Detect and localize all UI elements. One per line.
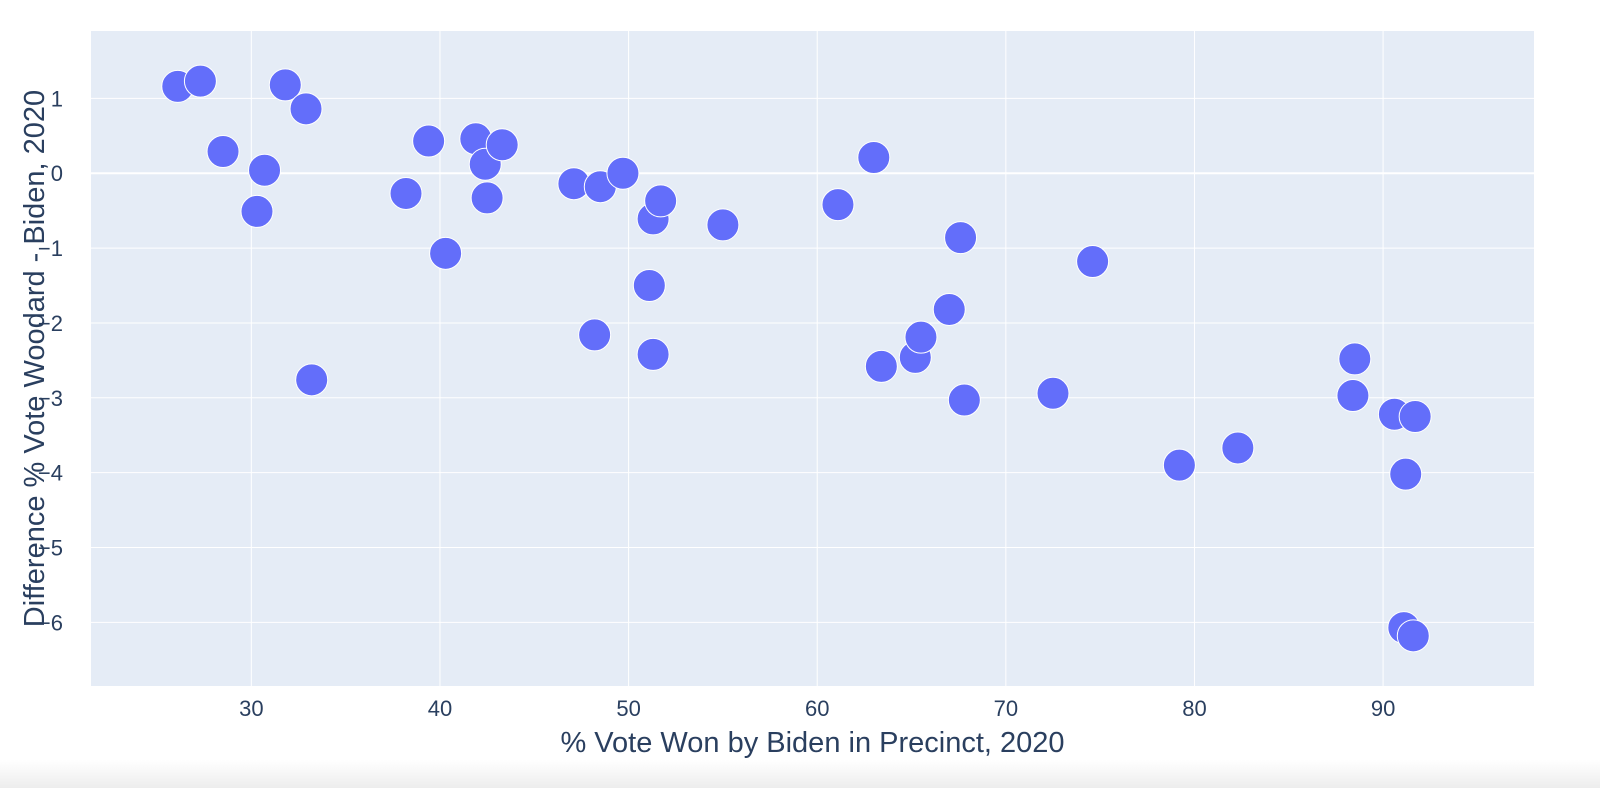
y-tick-label: −5 (38, 536, 63, 561)
data-point[interactable] (183, 64, 217, 98)
data-point[interactable] (206, 135, 240, 169)
data-point[interactable] (1221, 431, 1255, 465)
data-point[interactable] (904, 320, 938, 354)
data-point[interactable] (240, 194, 274, 228)
data-point[interactable] (1389, 457, 1423, 491)
data-point[interactable] (632, 269, 666, 303)
x-tick-labels: 30 40 50 60 70 80 90 (239, 696, 1395, 721)
x-tick-label: 40 (428, 696, 452, 721)
data-point[interactable] (947, 383, 981, 417)
data-point[interactable] (289, 92, 323, 126)
y-tick-label: 1 (51, 86, 63, 111)
chart-svg: 1 0 −1 −2 −3 −4 −5 −6 30 40 50 60 70 80 90 % Vote Won… (19, 31, 1534, 759)
data-points (161, 64, 1432, 653)
data-point[interactable] (1076, 245, 1110, 279)
data-point[interactable] (1036, 376, 1070, 410)
y-tick-label: −1 (38, 236, 63, 261)
data-point[interactable] (389, 176, 423, 210)
x-tick-label: 60 (805, 696, 829, 721)
x-axis-title: % Vote Won by Biden in Precinct, 2020 (560, 727, 1064, 759)
y-axis-title: Difference % Vote Woodard - Biden, 2020 (19, 90, 51, 627)
data-point[interactable] (295, 363, 329, 397)
y-tick-label: 0 (51, 161, 63, 186)
bottom-edge-shadow (0, 760, 1600, 788)
y-tick-label: −3 (38, 386, 63, 411)
x-tick-label: 30 (239, 696, 263, 721)
y-tick-label: −4 (38, 461, 63, 486)
y-tick-label: −2 (38, 311, 63, 336)
data-point[interactable] (1162, 448, 1196, 482)
data-point[interactable] (578, 318, 612, 352)
data-point[interactable] (1336, 379, 1370, 413)
data-point[interactable] (1338, 342, 1372, 376)
data-point[interactable] (944, 221, 978, 255)
data-point[interactable] (470, 181, 504, 215)
data-point[interactable] (1396, 619, 1430, 653)
data-point[interactable] (636, 337, 670, 371)
data-point[interactable] (857, 141, 891, 175)
y-tick-labels: 1 0 −1 −2 −3 −4 −5 −6 (38, 86, 63, 635)
data-point[interactable] (429, 236, 463, 270)
plot-area (91, 31, 1534, 686)
y-tick-label: −6 (38, 610, 63, 635)
data-point[interactable] (644, 184, 678, 218)
x-tick-label: 90 (1371, 696, 1395, 721)
x-tick-label: 80 (1182, 696, 1206, 721)
data-point[interactable] (412, 124, 446, 158)
data-point[interactable] (606, 156, 640, 190)
x-tick-label: 70 (994, 696, 1018, 721)
data-point[interactable] (706, 208, 740, 242)
data-point[interactable] (1398, 400, 1432, 434)
x-tick-label: 50 (616, 696, 640, 721)
data-point[interactable] (864, 349, 898, 383)
data-point[interactable] (268, 68, 302, 102)
grid-lines (91, 31, 1534, 686)
data-point[interactable] (248, 153, 282, 187)
data-point[interactable] (485, 128, 519, 162)
data-point[interactable] (932, 292, 966, 326)
data-point[interactable] (821, 188, 855, 222)
